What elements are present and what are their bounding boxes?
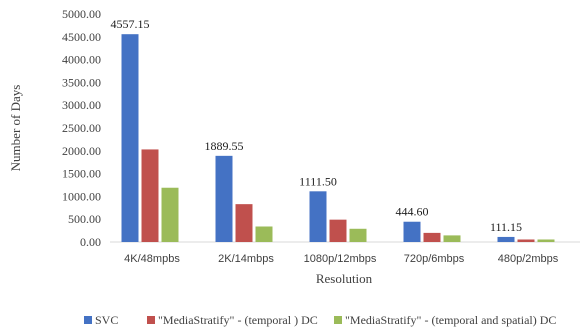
y-tick-label: 4000.00 xyxy=(62,53,101,67)
y-tick-label: 3500.00 xyxy=(62,75,101,89)
bar xyxy=(497,236,515,242)
bars xyxy=(121,34,555,243)
y-tick-label: 3000.00 xyxy=(62,98,101,112)
x-tick-label: 480p/2mbps xyxy=(498,253,559,265)
data-labels: 4557.15 1889.55 1111.50 444.60 111.15 xyxy=(111,17,523,234)
y-tick-label: 1500.00 xyxy=(62,167,101,181)
y-tick-label: 1000.00 xyxy=(62,189,101,203)
data-label: 444.60 xyxy=(396,205,429,219)
bar xyxy=(349,228,367,242)
y-tick-label: 0.00 xyxy=(80,235,101,249)
x-tick-label: 2K/14mbps xyxy=(218,253,274,265)
category-labels: 4K/48mpbs 2K/14mbps 1080p/12mbps 720p/6mbps… xyxy=(124,253,559,265)
bar xyxy=(329,219,347,242)
legend-swatch xyxy=(147,316,155,324)
data-label: 1889.55 xyxy=(205,139,244,153)
bar xyxy=(215,155,233,242)
y-tick-label: 500.00 xyxy=(68,212,101,226)
legend-label: "MediaStratify" - (temporal ) DC xyxy=(158,313,318,327)
bar xyxy=(141,149,159,242)
bar xyxy=(443,235,461,242)
bar xyxy=(309,191,327,242)
bar xyxy=(255,226,273,242)
y-tick-label: 4500.00 xyxy=(62,30,101,44)
y-axis-ticks: 0.00 500.00 1000.00 1500.00 2000.00 2500.00 30… xyxy=(62,7,101,249)
legend-label: SVC xyxy=(95,313,118,327)
data-label: 111.15 xyxy=(490,220,522,234)
x-tick-label: 4K/48mpbs xyxy=(124,253,180,265)
legend: SVC "MediaStratify" - (temporal ) DC "Medi… xyxy=(84,313,556,327)
y-tick-label: 5000.00 xyxy=(62,7,101,21)
bar xyxy=(423,232,441,242)
bar xyxy=(121,34,139,243)
x-tick-label: 1080p/12mbps xyxy=(304,253,377,265)
legend-label: "MediaStratify" - (temporal and spatial)… xyxy=(345,313,556,327)
bar xyxy=(161,187,179,242)
bar xyxy=(517,239,535,242)
y-axis-title: Number of Days xyxy=(8,85,23,172)
bar xyxy=(235,204,253,242)
x-axis-title: Resolution xyxy=(316,271,373,286)
legend-swatch xyxy=(84,316,92,324)
x-tick-label: 720p/6mbps xyxy=(404,253,465,265)
legend-swatch xyxy=(334,316,342,324)
y-tick-label: 2000.00 xyxy=(62,144,101,158)
bar xyxy=(537,239,555,242)
y-tick-label: 2500.00 xyxy=(62,121,101,135)
data-label: 4557.15 xyxy=(111,17,150,31)
data-label: 1111.50 xyxy=(299,174,337,188)
bar xyxy=(403,221,421,242)
